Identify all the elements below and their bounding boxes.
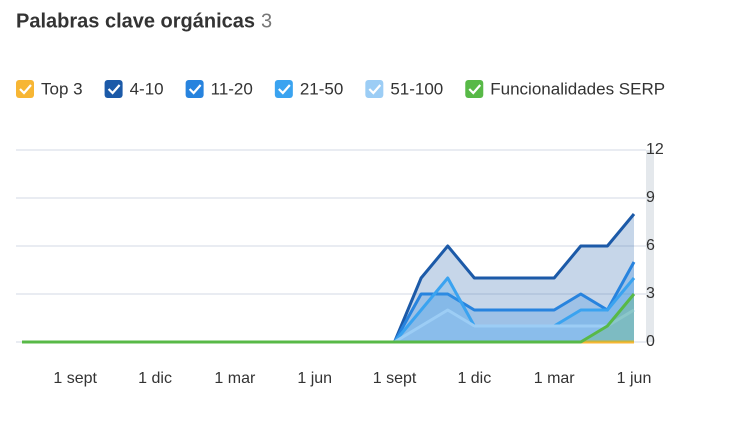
x-tick-label: 1 jun bbox=[617, 370, 652, 387]
legend-checkbox[interactable] bbox=[104, 80, 123, 98]
check-mark bbox=[188, 84, 202, 95]
x-tick-label: 1 jun bbox=[297, 370, 332, 387]
legend-item[interactable]: Funcionalidades SERP bbox=[465, 79, 665, 98]
legend-label: Funcionalidades SERP bbox=[490, 79, 665, 98]
series-line bbox=[22, 293, 636, 344]
legend-label: 21-50 bbox=[300, 79, 343, 98]
y-tick-label: 9 bbox=[646, 189, 655, 206]
legend-checkbox[interactable] bbox=[16, 80, 34, 98]
y-tick-label: 12 bbox=[646, 141, 664, 158]
x-tick-label: 1 mar bbox=[534, 370, 576, 387]
x-tick-label: 1 sept bbox=[53, 370, 97, 387]
legend-item[interactable]: 4-10 bbox=[104, 79, 164, 98]
legend-label: 11-20 bbox=[211, 79, 253, 98]
legend-checkbox[interactable] bbox=[365, 80, 384, 98]
x-tick-label: 1 dic bbox=[138, 370, 172, 387]
legend-item[interactable]: 21-50 bbox=[274, 79, 343, 98]
legend-item[interactable]: 51-100 bbox=[365, 79, 443, 98]
x-tick-label: 1 sept bbox=[373, 370, 417, 387]
legend-checkbox[interactable] bbox=[274, 80, 293, 98]
keyword-count: 3 bbox=[261, 10, 272, 32]
legend-label: 51-100 bbox=[390, 79, 443, 98]
legend-item[interactable]: Top 3 bbox=[16, 79, 83, 98]
chart-title: Palabras clave orgánicas bbox=[16, 10, 255, 32]
legend-checkbox[interactable] bbox=[185, 80, 204, 98]
check-mark bbox=[468, 84, 482, 95]
scroll-edge bbox=[646, 150, 654, 342]
legend-item[interactable]: 11-20 bbox=[185, 79, 253, 98]
y-tick-label: 6 bbox=[646, 237, 655, 254]
y-tick-label: 0 bbox=[646, 333, 655, 350]
series-area bbox=[22, 262, 634, 342]
y-tick-label: 3 bbox=[646, 285, 655, 302]
x-tick-label: 1 dic bbox=[457, 370, 491, 387]
check-mark bbox=[107, 84, 121, 95]
legend-label: 4-10 bbox=[130, 79, 164, 98]
x-tick-label: 1 mar bbox=[214, 370, 256, 387]
check-mark bbox=[19, 84, 32, 95]
check-mark bbox=[368, 84, 382, 95]
check-mark bbox=[278, 84, 291, 95]
legend-label: Top 3 bbox=[41, 79, 83, 98]
legend-checkbox[interactable] bbox=[465, 80, 484, 98]
series-area bbox=[22, 310, 634, 342]
